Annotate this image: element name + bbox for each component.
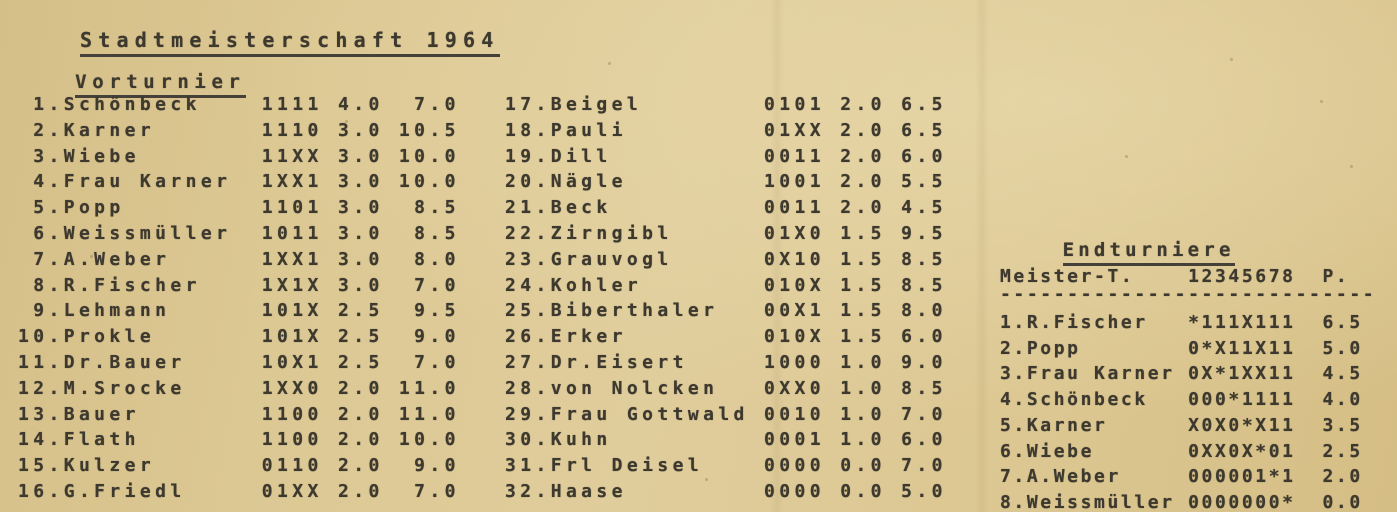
player-row: 30.Kuhn 0001 1.0 6.0 [505, 429, 947, 451]
player-row: 2.Popp 0*X11X11 5.0 [1000, 337, 1363, 359]
endturniere-title-text: Endturniere [1062, 239, 1235, 266]
player-row: 24.Kohler 010X 1.5 8.5 [505, 274, 947, 296]
player-row: 18.Pauli 01XX 2.0 6.5 [505, 119, 947, 141]
player-row: 11.Dr.Bauer 10X1 2.5 7.0 [18, 351, 460, 373]
player-row: 14.Flath 1100 2.0 10.0 [18, 429, 460, 451]
player-row: 1.Schönbeck 1111 4.0 7.0 [18, 94, 460, 115]
vorturnier-title-text: Vorturnier [75, 71, 246, 98]
separator-line: ---------------------------- [1000, 284, 1377, 305]
player-row: 2.Karner 1110 3.0 10.5 [18, 119, 460, 141]
vorturnier-table-left: 1.Schönbeck 1111 4.0 7.0 2.Karner 1110 3… [18, 92, 460, 505]
paper-speck [470, 30, 473, 33]
endturnier-table: 1.R.Fischer *111X111 6.5 2.Popp 0*X11X11 … [1000, 310, 1363, 512]
paper-speck [1230, 58, 1233, 61]
player-row: 13.Bauer 1100 2.0 11.0 [18, 403, 460, 425]
paper-crease [770, 0, 784, 512]
player-row: 6.Weissmüller 1011 3.0 8.5 [18, 222, 460, 244]
paper-speck [1125, 155, 1128, 158]
player-row: 29.Frau Gottwald 0010 1.0 7.0 [505, 403, 947, 425]
player-row: 1.R.Fischer *111X111 6.5 [1000, 312, 1363, 333]
paper-speck [345, 120, 348, 123]
vorturnier-table-right: 17.Beigel 0101 2.0 6.5 18.Pauli 01XX 2.0 … [505, 92, 947, 505]
player-row: 26.Erker 010X 1.5 6.0 [505, 326, 947, 348]
player-row: 4.Schönbeck 000*1111 4.0 [1000, 389, 1363, 411]
paper-speck [608, 62, 611, 65]
player-row: 17.Beigel 0101 2.0 6.5 [505, 94, 947, 115]
player-row: 6.Wiebe 0XX0X*01 2.5 [1000, 440, 1363, 462]
player-row: 27.Dr.Eisert 1000 1.0 9.0 [505, 351, 947, 373]
section-title-endturniere: Endturniere [1000, 217, 1235, 288]
player-row: 21.Beck 0011 2.0 4.5 [505, 197, 947, 219]
player-row: 19.Dill 0011 2.0 6.0 [505, 145, 947, 167]
player-row: 5.Popp 1101 3.0 8.5 [18, 197, 460, 219]
player-row: 32.Haase 0000 0.0 5.0 [505, 480, 947, 502]
player-row: 8.R.Fischer 1X1X 3.0 7.0 [18, 274, 460, 296]
paper-speck [1320, 100, 1323, 103]
page-title-text: Stadtmeisterschaft 1964 [79, 28, 500, 57]
player-row: 9.Lehmann 101X 2.5 9.5 [18, 300, 460, 322]
player-row: 23.Grauvogl 0X10 1.5 8.5 [505, 248, 947, 270]
player-row: 3.Wiebe 11XX 3.0 10.0 [18, 145, 460, 167]
player-row: 7.A.Weber 1XX1 3.0 8.0 [18, 248, 460, 270]
player-row: 16.G.Friedl 01XX 2.0 7.0 [18, 480, 460, 502]
player-row: 3.Frau Karner 0X*1XX11 4.5 [1000, 363, 1363, 385]
player-row: 31.Frl Deisel 0000 0.0 7.0 [505, 455, 947, 477]
player-row: 8.Weissmüller 0000000* 0.0 [1000, 491, 1363, 512]
player-row: 15.Kulzer 0110 2.0 9.0 [18, 455, 460, 477]
player-row: 12.M.Srocke 1XX0 2.0 11.0 [18, 377, 460, 399]
player-row: 20.Nägle 1001 2.0 5.5 [505, 171, 947, 193]
page-title: Stadtmeisterschaft 1964 [7, 4, 500, 81]
player-row: 28.von Nolcken 0XX0 1.0 8.5 [505, 377, 947, 399]
player-row: 25.Biberthaler 00X1 1.5 8.0 [505, 300, 947, 322]
player-row: 22.Zirngibl 01X0 1.5 9.5 [505, 222, 947, 244]
player-row: 5.Karner X0X0*X11 3.5 [1000, 414, 1363, 436]
paper-crease [975, 0, 989, 512]
endturnier-column-header: Meister-T. 12345678 P. [1000, 266, 1350, 287]
player-row: 10.Prokle 101X 2.5 9.0 [18, 326, 460, 348]
paper-speck [90, 255, 93, 258]
player-row: 4.Frau Karner 1XX1 3.0 10.0 [18, 171, 460, 193]
player-row: 7.A.Weber 000001*1 2.0 [1000, 466, 1363, 488]
section-title-vorturnier: Vorturnier [7, 49, 246, 120]
paper-speck [705, 478, 708, 481]
paper-speck [1350, 165, 1353, 168]
paper-speck [935, 175, 938, 178]
